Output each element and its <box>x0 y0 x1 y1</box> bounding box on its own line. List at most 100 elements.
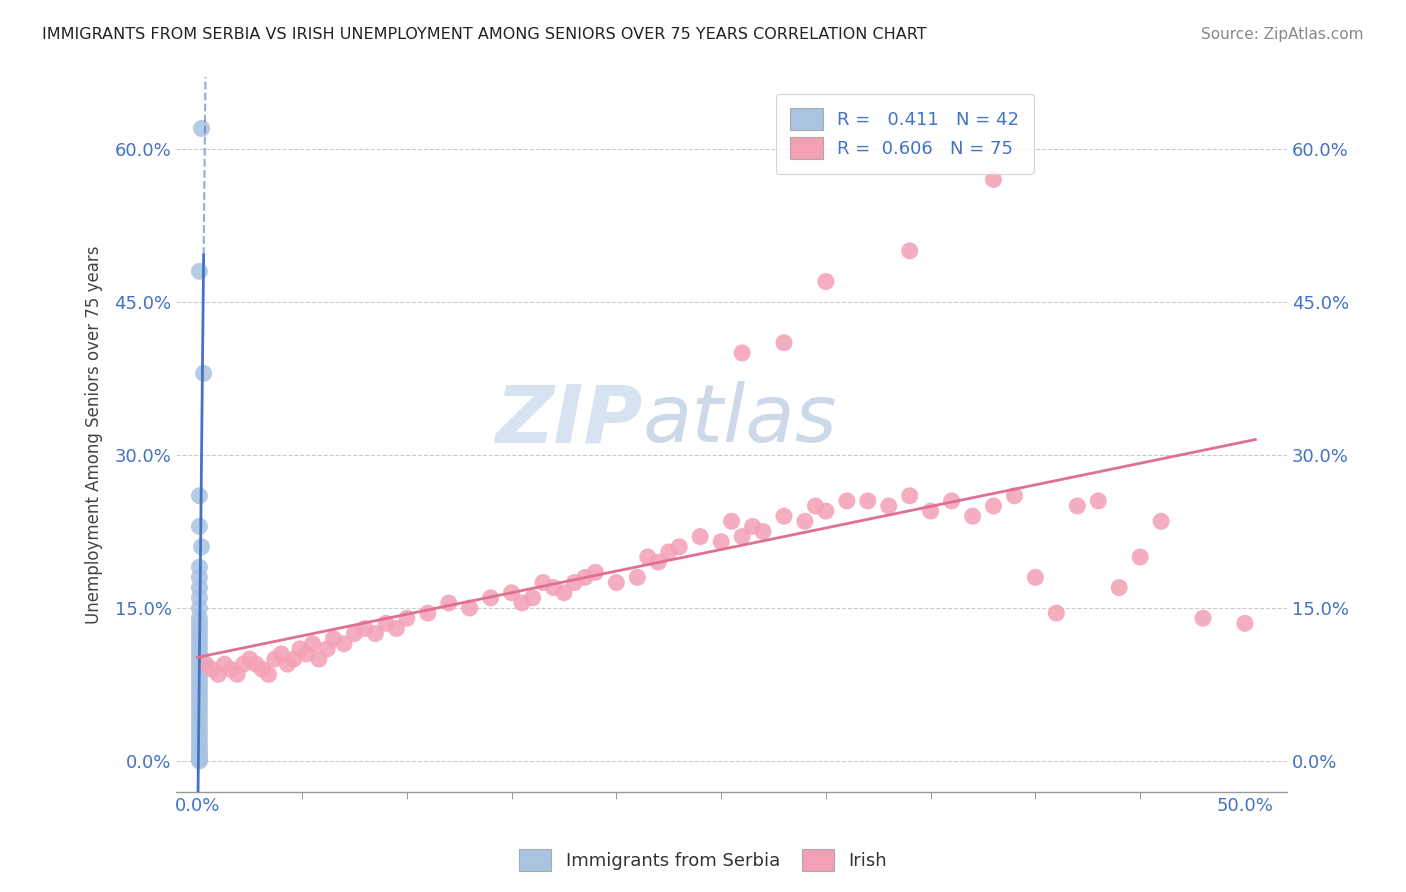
Point <box>188 489 211 503</box>
Point <box>856 494 879 508</box>
Point <box>214 657 236 672</box>
Point <box>188 693 211 707</box>
Point <box>219 662 242 676</box>
Point <box>437 596 460 610</box>
Point <box>263 652 285 666</box>
Legend: R =   0.411   N = 42, R =  0.606   N = 75: R = 0.411 N = 42, R = 0.606 N = 75 <box>776 94 1033 174</box>
Point <box>194 657 217 672</box>
Point <box>245 657 267 672</box>
Point <box>239 652 262 666</box>
Point <box>543 581 565 595</box>
Point <box>301 637 323 651</box>
Point <box>731 530 754 544</box>
Point <box>689 530 711 544</box>
Point <box>188 723 211 738</box>
Point <box>814 504 837 518</box>
Point <box>188 632 211 646</box>
Point <box>458 601 481 615</box>
Y-axis label: Unemployment Among Seniors over 75 years: Unemployment Among Seniors over 75 years <box>86 245 103 624</box>
Point <box>752 524 775 539</box>
Point <box>898 489 921 503</box>
Point <box>193 367 215 381</box>
Point <box>188 688 211 702</box>
Point <box>1066 499 1088 513</box>
Point <box>1004 489 1026 503</box>
Point <box>814 275 837 289</box>
Point <box>252 662 274 676</box>
Point <box>188 749 211 764</box>
Point <box>710 534 733 549</box>
Point <box>553 585 575 599</box>
Point <box>1150 514 1173 528</box>
Point <box>941 494 963 508</box>
Point <box>188 754 211 768</box>
Point <box>188 560 211 574</box>
Point <box>322 632 344 646</box>
Point <box>668 540 690 554</box>
Point <box>276 657 298 672</box>
Point <box>1087 494 1109 508</box>
Point <box>188 746 211 760</box>
Point <box>188 616 211 631</box>
Point <box>188 581 211 595</box>
Point <box>188 744 211 758</box>
Point <box>188 591 211 605</box>
Point <box>773 335 796 350</box>
Point <box>626 570 648 584</box>
Point <box>658 545 681 559</box>
Point <box>531 575 554 590</box>
Point <box>188 611 211 625</box>
Legend: Immigrants from Serbia, Irish: Immigrants from Serbia, Irish <box>512 842 894 879</box>
Point <box>188 657 211 672</box>
Point <box>188 626 211 640</box>
Point <box>1129 549 1152 564</box>
Point <box>295 647 318 661</box>
Point <box>288 641 311 656</box>
Point <box>188 519 211 533</box>
Point <box>804 499 827 513</box>
Point <box>898 244 921 258</box>
Point <box>188 718 211 732</box>
Point <box>201 662 224 676</box>
Point <box>920 504 942 518</box>
Point <box>1108 581 1130 595</box>
Point <box>564 575 586 590</box>
Point <box>479 591 502 605</box>
Point <box>207 667 229 681</box>
Point <box>188 673 211 687</box>
Point <box>316 641 339 656</box>
Point <box>308 652 330 666</box>
Point <box>773 509 796 524</box>
Point <box>574 570 596 584</box>
Point <box>188 708 211 723</box>
Point <box>1192 611 1215 625</box>
Point <box>354 622 377 636</box>
Point <box>731 346 754 360</box>
Point <box>188 698 211 712</box>
Point <box>270 647 292 661</box>
Point <box>188 703 211 717</box>
Text: ZIP: ZIP <box>495 381 643 459</box>
Point <box>188 677 211 691</box>
Point <box>188 637 211 651</box>
Point <box>741 519 763 533</box>
Point <box>1024 570 1046 584</box>
Point <box>510 596 533 610</box>
Point <box>188 752 211 766</box>
Point <box>983 172 1005 186</box>
Point <box>385 622 408 636</box>
Text: IMMIGRANTS FROM SERBIA VS IRISH UNEMPLOYMENT AMONG SENIORS OVER 75 YEARS CORRELA: IMMIGRANTS FROM SERBIA VS IRISH UNEMPLOY… <box>42 27 927 42</box>
Point <box>188 647 211 661</box>
Point <box>835 494 858 508</box>
Point <box>188 733 211 747</box>
Point <box>647 555 669 569</box>
Point <box>190 121 212 136</box>
Point <box>188 662 211 676</box>
Point <box>395 611 418 625</box>
Point <box>257 667 280 681</box>
Point <box>188 570 211 584</box>
Point <box>188 729 211 743</box>
Point <box>501 585 523 599</box>
Point <box>583 566 606 580</box>
Point <box>188 622 211 636</box>
